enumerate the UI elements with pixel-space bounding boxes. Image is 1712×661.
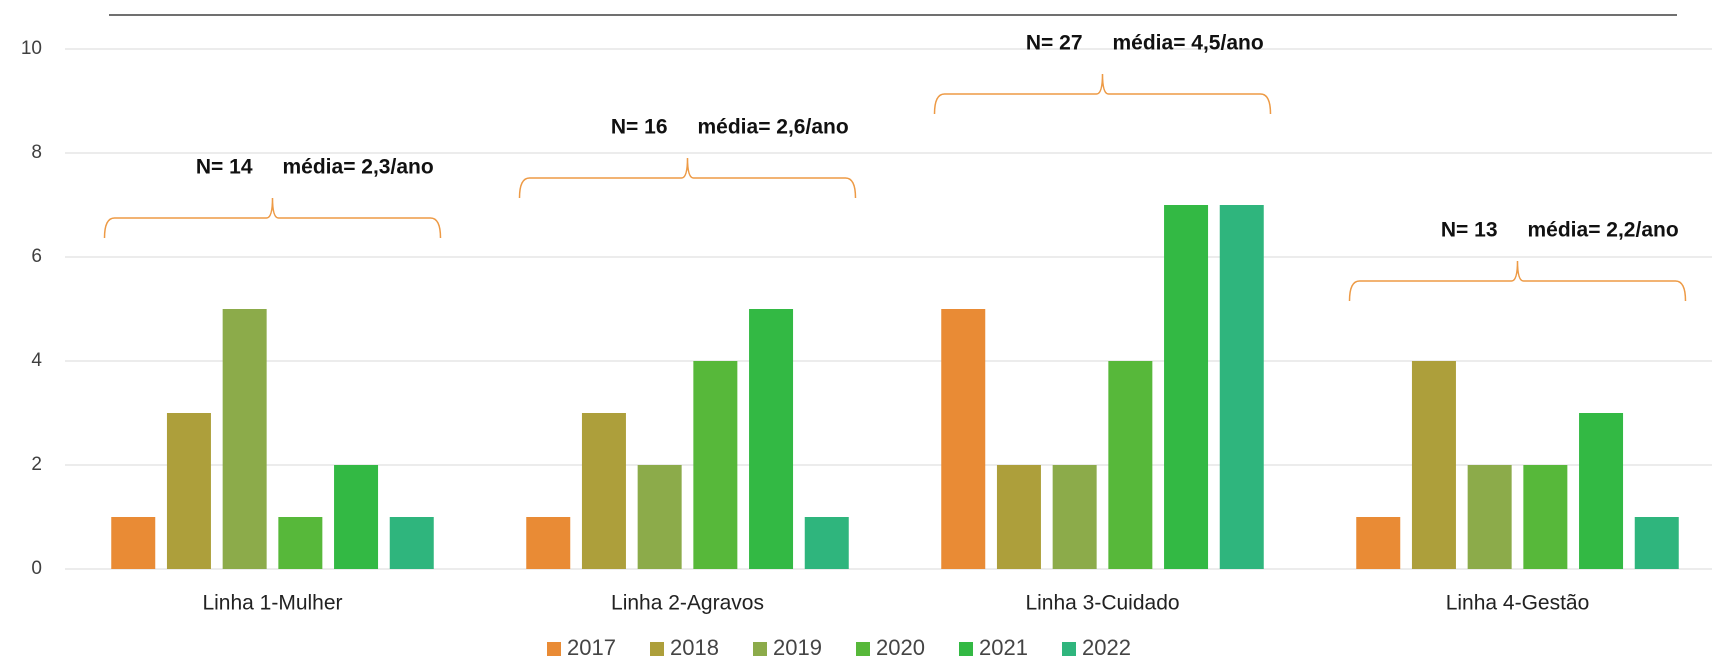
y-tick-label: 6	[31, 246, 42, 267]
x-tick-label: Linha 2-Agravos	[611, 592, 764, 615]
bar	[111, 517, 156, 569]
y-tick-label: 8	[31, 142, 42, 163]
legend-swatch	[753, 642, 767, 656]
annotation-mean: média= 2,2/ano	[1528, 219, 1679, 242]
bar	[804, 517, 849, 569]
bar	[1356, 517, 1401, 569]
bar	[1164, 205, 1209, 569]
legend-swatch	[650, 642, 664, 656]
legend-swatch	[959, 642, 973, 656]
x-tick-label: Linha 1-Mulher	[202, 592, 342, 615]
legend-swatch	[547, 642, 561, 656]
annotation-mean: média= 2,3/ano	[283, 156, 434, 179]
bar	[278, 517, 323, 569]
bar	[1579, 413, 1624, 569]
legend-label: 2021	[979, 635, 1028, 660]
bar	[1467, 465, 1512, 569]
annotation-mean: média= 2,6/ano	[698, 116, 849, 139]
bar	[1052, 465, 1097, 569]
bar	[526, 517, 571, 569]
bar	[1634, 517, 1679, 569]
bar	[1108, 361, 1153, 569]
bar	[581, 413, 626, 569]
brace	[1348, 260, 1687, 302]
bar	[637, 465, 682, 569]
legend-label: 2020	[876, 635, 925, 660]
brace	[933, 73, 1272, 115]
legend-swatch	[856, 642, 870, 656]
annotation-n: N= 14	[196, 156, 253, 179]
brace	[103, 197, 442, 239]
bar	[389, 517, 434, 569]
bar	[996, 465, 1041, 569]
brace	[518, 157, 857, 199]
legend-label: 2018	[670, 635, 719, 660]
bar	[166, 413, 211, 569]
bar	[1411, 361, 1456, 569]
legend-label: 2022	[1082, 635, 1131, 660]
y-tick-label: 4	[31, 350, 42, 371]
bar	[1523, 465, 1568, 569]
y-tick-label: 10	[21, 38, 42, 59]
legend-label: 2019	[773, 635, 822, 660]
bar	[693, 361, 738, 569]
x-tick-label: Linha 3-Cuidado	[1025, 592, 1179, 615]
bar	[222, 309, 267, 569]
y-tick-label: 2	[31, 454, 42, 475]
annotation-mean: média= 4,5/ano	[1113, 32, 1264, 55]
bar	[941, 309, 986, 569]
legend-swatch	[1062, 642, 1076, 656]
x-tick-label: Linha 4-Gestão	[1446, 592, 1590, 615]
annotation-n: N= 27	[1026, 32, 1083, 55]
y-tick-label: 0	[31, 558, 42, 579]
legend-label: 2017	[567, 635, 616, 660]
bar	[749, 309, 794, 569]
bar	[1219, 205, 1264, 569]
annotation-n: N= 13	[1441, 219, 1498, 242]
bar	[334, 465, 379, 569]
annotation-n: N= 16	[611, 116, 668, 139]
